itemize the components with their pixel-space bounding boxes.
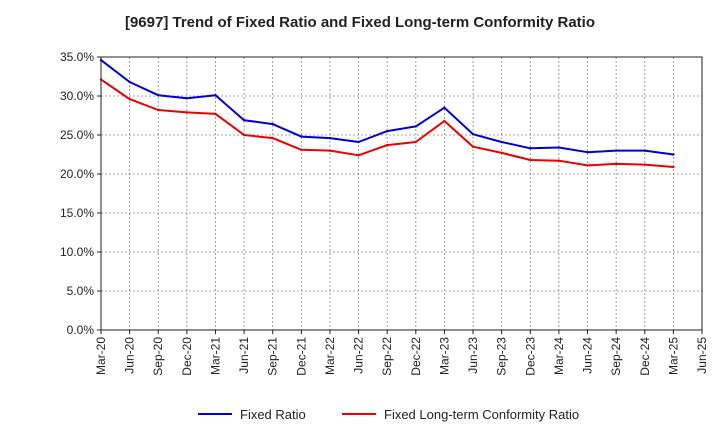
- y-tick-label: 5.0%: [67, 284, 95, 298]
- x-tick-label: Dec-24: [638, 337, 652, 376]
- legend: Fixed Ratio Fixed Long-term Conformity Ra…: [198, 407, 579, 422]
- data-point: [328, 149, 332, 152]
- data-point: [500, 140, 503, 144]
- data-point: [672, 153, 675, 156]
- data-point: [529, 158, 532, 162]
- data-point: [614, 149, 618, 152]
- data-point: [328, 136, 332, 140]
- chart-title: [9697] Trend of Fixed Ratio and Fixed Lo…: [124, 14, 596, 31]
- data-point: [471, 133, 475, 136]
- y-tick-label: 10.0%: [60, 245, 94, 259]
- data-point: [471, 145, 475, 148]
- x-tick-label: Sep-23: [495, 337, 509, 376]
- x-tick-label: Dec-23: [523, 337, 537, 376]
- data-point: [643, 163, 646, 166]
- y-tick-label: 25.0%: [60, 128, 94, 142]
- data-point: [300, 135, 303, 138]
- legend-label-2: Fixed Long-term Conformity Ratio: [384, 407, 579, 422]
- x-axis-ticks: Mar-20 Jun-20 Sep-20 Dec-20 Mar-21 Jun-21 Sep-…: [94, 330, 709, 376]
- data-point: [557, 146, 561, 149]
- data-point: [614, 162, 618, 166]
- series-layer: [99, 58, 675, 169]
- data-point: [185, 97, 189, 100]
- data-point: [385, 143, 389, 147]
- data-point: [357, 154, 360, 157]
- data-point: [414, 140, 418, 144]
- y-axis-ticks: 0.0% 5.0% 10.0% 15.0% 20.0% 25.0% 30.0% 35.0%: [60, 50, 101, 337]
- data-point: [586, 150, 589, 154]
- data-point: [557, 159, 561, 162]
- x-tick-label: Jun-21: [237, 337, 251, 374]
- data-point: [185, 111, 189, 114]
- x-tick-label: Sep-24: [609, 337, 623, 376]
- x-tick-label: Dec-22: [409, 337, 423, 376]
- plot-frame: [100, 56, 703, 331]
- legend-label-1: Fixed Ratio: [240, 407, 306, 422]
- x-tick-label: Jun-23: [466, 337, 480, 374]
- data-point: [414, 125, 418, 128]
- data-point: [214, 112, 217, 116]
- data-point: [157, 94, 160, 97]
- x-tick-label: Mar-24: [552, 337, 566, 375]
- data-point: [242, 133, 246, 137]
- data-point: [271, 122, 274, 126]
- x-tick-label: Jun-25: [695, 337, 709, 374]
- data-point: [357, 140, 360, 144]
- data-point: [443, 106, 446, 109]
- y-tick-label: 20.0%: [60, 167, 94, 181]
- data-point: [643, 149, 646, 152]
- x-tick-label: Mar-22: [323, 337, 337, 375]
- data-point: [128, 80, 131, 84]
- x-tick-label: Sep-22: [380, 337, 394, 376]
- data-point: [672, 165, 675, 169]
- x-tick-label: Mar-25: [666, 337, 680, 375]
- x-tick-label: Dec-21: [294, 337, 308, 376]
- data-point: [128, 97, 131, 101]
- x-tick-label: Sep-20: [151, 337, 165, 376]
- data-point: [500, 151, 503, 155]
- x-tick-label: Jun-22: [352, 337, 366, 374]
- data-point: [586, 164, 589, 167]
- y-tick-label: 35.0%: [60, 50, 94, 64]
- x-tick-label: Dec-20: [180, 337, 194, 376]
- y-tick-label: 15.0%: [60, 206, 94, 220]
- data-point: [385, 129, 389, 133]
- data-point: [214, 94, 217, 97]
- x-tick-label: Sep-21: [266, 337, 280, 376]
- x-tick-label: Jun-24: [581, 337, 595, 374]
- data-point: [157, 108, 160, 112]
- data-point: [242, 118, 246, 122]
- grid-layer: [101, 57, 702, 330]
- data-point: [529, 147, 532, 150]
- x-tick-label: Mar-21: [208, 337, 222, 375]
- data-point: [300, 148, 303, 152]
- data-point: [443, 119, 446, 123]
- y-tick-label: 30.0%: [60, 89, 94, 103]
- x-tick-label: Jun-20: [123, 337, 137, 374]
- x-tick-label: Mar-23: [437, 337, 451, 375]
- data-point: [271, 136, 274, 140]
- y-tick-label: 0.0%: [67, 323, 95, 337]
- x-tick-label: Mar-20: [94, 337, 108, 375]
